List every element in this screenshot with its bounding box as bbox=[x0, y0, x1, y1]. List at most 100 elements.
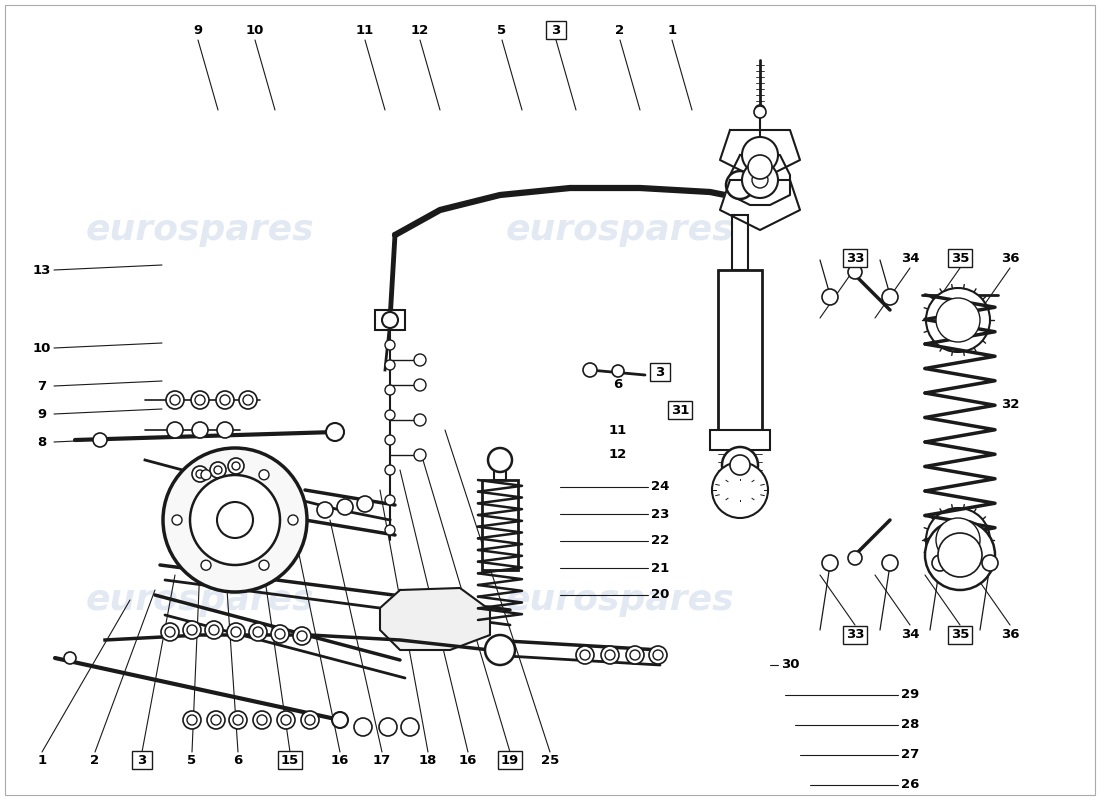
Circle shape bbox=[187, 625, 197, 635]
Text: 28: 28 bbox=[901, 718, 920, 731]
Text: 2: 2 bbox=[615, 23, 625, 37]
Circle shape bbox=[163, 448, 307, 592]
Circle shape bbox=[258, 560, 270, 570]
Circle shape bbox=[382, 312, 398, 328]
Circle shape bbox=[297, 631, 307, 641]
Text: 35: 35 bbox=[950, 629, 969, 642]
Circle shape bbox=[167, 422, 183, 438]
Circle shape bbox=[402, 718, 419, 736]
Text: 22: 22 bbox=[651, 534, 669, 547]
Text: 19: 19 bbox=[500, 754, 519, 766]
Circle shape bbox=[326, 423, 344, 441]
Circle shape bbox=[305, 715, 315, 725]
Text: eurospares: eurospares bbox=[86, 213, 315, 247]
Text: 32: 32 bbox=[1001, 398, 1020, 411]
Circle shape bbox=[742, 137, 778, 173]
Circle shape bbox=[183, 621, 201, 639]
Text: 17: 17 bbox=[373, 754, 392, 766]
Circle shape bbox=[754, 106, 766, 118]
Circle shape bbox=[354, 718, 372, 736]
Circle shape bbox=[220, 395, 230, 405]
Text: 30: 30 bbox=[781, 658, 800, 671]
Text: 2: 2 bbox=[90, 754, 100, 766]
Circle shape bbox=[414, 414, 426, 426]
Text: 34: 34 bbox=[901, 251, 920, 265]
Circle shape bbox=[938, 533, 982, 577]
Text: 7: 7 bbox=[37, 379, 46, 393]
Text: eurospares: eurospares bbox=[86, 583, 315, 617]
FancyBboxPatch shape bbox=[843, 626, 867, 644]
Circle shape bbox=[233, 715, 243, 725]
Circle shape bbox=[243, 395, 253, 405]
Circle shape bbox=[882, 289, 898, 305]
Text: 5: 5 bbox=[187, 754, 197, 766]
Circle shape bbox=[414, 354, 426, 366]
Text: 25: 25 bbox=[541, 754, 559, 766]
Circle shape bbox=[653, 650, 663, 660]
Circle shape bbox=[192, 422, 208, 438]
Text: 23: 23 bbox=[651, 507, 669, 521]
Circle shape bbox=[745, 165, 776, 195]
Circle shape bbox=[848, 551, 862, 565]
Circle shape bbox=[280, 715, 292, 725]
Circle shape bbox=[166, 391, 184, 409]
Circle shape bbox=[630, 650, 640, 660]
Text: 18: 18 bbox=[419, 754, 437, 766]
Circle shape bbox=[936, 298, 980, 342]
Circle shape bbox=[742, 162, 778, 198]
Circle shape bbox=[271, 625, 289, 643]
Circle shape bbox=[301, 711, 319, 729]
Text: 13: 13 bbox=[33, 263, 52, 277]
Text: 21: 21 bbox=[651, 562, 669, 574]
Circle shape bbox=[196, 470, 204, 478]
Circle shape bbox=[385, 495, 395, 505]
FancyBboxPatch shape bbox=[948, 249, 972, 267]
Circle shape bbox=[926, 508, 990, 572]
Circle shape bbox=[726, 171, 754, 199]
Text: 15: 15 bbox=[280, 754, 299, 766]
Text: 34: 34 bbox=[901, 629, 920, 642]
Circle shape bbox=[752, 172, 768, 188]
Circle shape bbox=[580, 650, 590, 660]
Text: eurospares: eurospares bbox=[506, 213, 735, 247]
Text: 36: 36 bbox=[1001, 629, 1020, 642]
FancyBboxPatch shape bbox=[132, 751, 152, 769]
Circle shape bbox=[94, 433, 107, 447]
Circle shape bbox=[249, 623, 267, 641]
Circle shape bbox=[649, 646, 667, 664]
FancyBboxPatch shape bbox=[546, 21, 566, 39]
FancyBboxPatch shape bbox=[498, 751, 522, 769]
Text: 1: 1 bbox=[37, 754, 46, 766]
Circle shape bbox=[730, 455, 750, 475]
Circle shape bbox=[170, 395, 180, 405]
Circle shape bbox=[385, 410, 395, 420]
Text: 10: 10 bbox=[245, 23, 264, 37]
Circle shape bbox=[187, 715, 197, 725]
Circle shape bbox=[64, 652, 76, 664]
Circle shape bbox=[317, 502, 333, 518]
Text: eurospares: eurospares bbox=[506, 583, 735, 617]
Text: 5: 5 bbox=[497, 23, 507, 37]
Text: 10: 10 bbox=[33, 342, 52, 354]
FancyBboxPatch shape bbox=[948, 626, 972, 644]
Text: 9: 9 bbox=[194, 23, 202, 37]
Circle shape bbox=[201, 560, 211, 570]
Circle shape bbox=[379, 718, 397, 736]
Text: 1: 1 bbox=[668, 23, 676, 37]
Text: 9: 9 bbox=[37, 407, 46, 421]
Circle shape bbox=[253, 711, 271, 729]
FancyBboxPatch shape bbox=[843, 249, 867, 267]
Circle shape bbox=[925, 520, 996, 590]
Text: 33: 33 bbox=[846, 251, 865, 265]
Circle shape bbox=[722, 447, 758, 483]
Text: 11: 11 bbox=[609, 423, 627, 437]
Circle shape bbox=[227, 623, 245, 641]
Bar bbox=[375, 310, 405, 330]
Circle shape bbox=[583, 363, 597, 377]
Text: 3: 3 bbox=[551, 23, 561, 37]
Circle shape bbox=[257, 715, 267, 725]
Circle shape bbox=[201, 470, 211, 480]
Text: 35: 35 bbox=[950, 251, 969, 265]
Polygon shape bbox=[379, 588, 490, 650]
Circle shape bbox=[239, 391, 257, 409]
